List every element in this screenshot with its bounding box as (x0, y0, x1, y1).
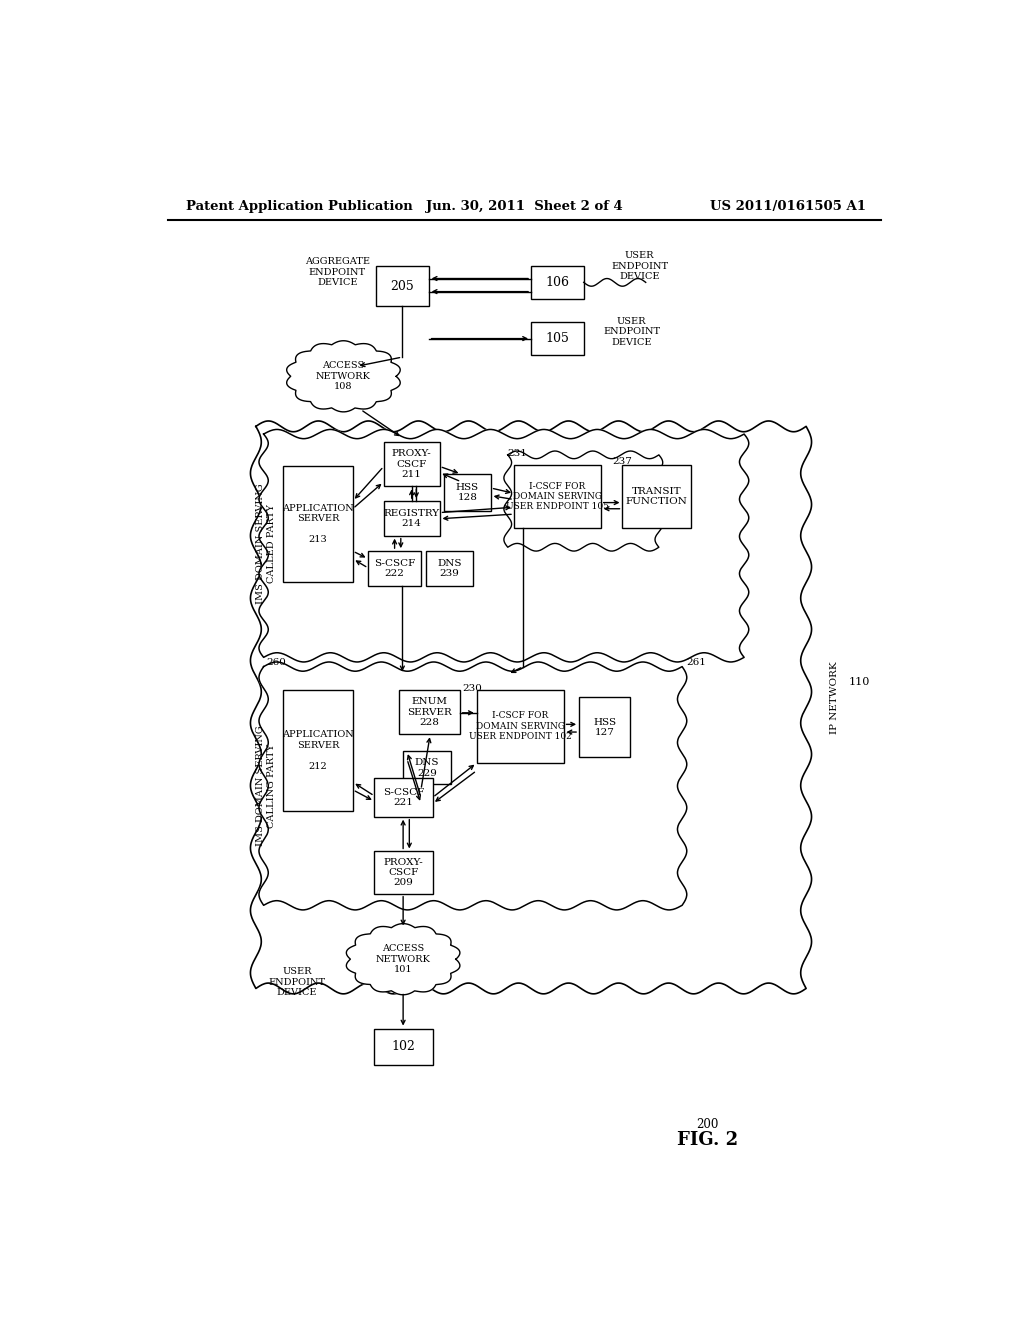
Text: 205: 205 (390, 280, 415, 293)
Text: PROXY-
CSCF
209: PROXY- CSCF 209 (384, 858, 423, 887)
Bar (375, 1028, 432, 1065)
Bar (376, 267, 429, 306)
Text: TRANSIT
FUNCTION: TRANSIT FUNCTION (626, 487, 687, 506)
Text: USER
ENDPOINT
DEVICE: USER ENDPOINT DEVICE (268, 968, 326, 997)
Text: HSS
127: HSS 127 (593, 718, 616, 737)
Bar (283, 466, 352, 582)
Text: 260: 260 (266, 657, 286, 667)
Polygon shape (504, 451, 663, 550)
Text: PROXY-
CSCF
211: PROXY- CSCF 211 (392, 449, 431, 479)
Text: 106: 106 (546, 276, 569, 289)
Bar (514, 465, 601, 528)
Text: DNS
239: DNS 239 (437, 558, 462, 578)
Text: ENUM
SERVER
228: ENUM SERVER 228 (408, 697, 452, 727)
Bar (283, 689, 352, 812)
Text: APPLICATION
SERVER

212: APPLICATION SERVER 212 (282, 730, 353, 771)
Polygon shape (259, 663, 687, 909)
Text: USER
ENDPOINT
DEVICE: USER ENDPOINT DEVICE (611, 251, 668, 281)
Text: 261: 261 (686, 657, 706, 667)
Text: 110: 110 (849, 677, 870, 686)
Bar (623, 465, 690, 528)
Text: 231: 231 (508, 449, 527, 458)
Bar (384, 442, 439, 486)
Text: 105: 105 (546, 333, 569, 345)
Text: I-CSCF FOR
DOMAIN SERVING
USER ENDPOINT 102: I-CSCF FOR DOMAIN SERVING USER ENDPOINT … (469, 711, 571, 741)
Text: USER
ENDPOINT
DEVICE: USER ENDPOINT DEVICE (603, 317, 660, 347)
Bar (477, 689, 563, 763)
Text: HSS
128: HSS 128 (456, 483, 479, 503)
Text: S-CSCF
221: S-CSCF 221 (383, 788, 424, 808)
Polygon shape (346, 924, 460, 995)
Text: 237: 237 (612, 457, 632, 466)
Text: US 2011/0161505 A1: US 2011/0161505 A1 (710, 199, 866, 213)
Bar (399, 689, 460, 734)
Text: I-CSCF FOR
DOMAIN SERVING
USER ENDPOINT 105: I-CSCF FOR DOMAIN SERVING USER ENDPOINT … (506, 482, 609, 511)
Text: ACCESS
NETWORK
108: ACCESS NETWORK 108 (316, 362, 371, 391)
Text: APPLICATION
SERVER

213: APPLICATION SERVER 213 (282, 504, 353, 544)
Bar (531, 267, 584, 298)
Bar (426, 552, 473, 586)
Text: IMS DOMAIN SERVING
CALLING PARTY: IMS DOMAIN SERVING CALLING PARTY (256, 726, 275, 846)
Bar (403, 751, 452, 784)
Bar (444, 474, 490, 511)
Text: ACCESS
NETWORK
101: ACCESS NETWORK 101 (376, 944, 430, 974)
Text: DNS
229: DNS 229 (415, 758, 439, 777)
Text: IMS DOMAIN SERVING
CALLED PARTY: IMS DOMAIN SERVING CALLED PARTY (256, 483, 275, 603)
Bar (369, 552, 421, 586)
Text: 230: 230 (463, 684, 482, 693)
Bar (531, 322, 584, 355)
Text: REGISTRY
214: REGISTRY 214 (384, 508, 439, 528)
Text: AGGREGATE
ENDPOINT
DEVICE: AGGREGATE ENDPOINT DEVICE (305, 257, 370, 288)
Text: FIG. 2: FIG. 2 (677, 1131, 738, 1150)
Polygon shape (259, 429, 749, 661)
Polygon shape (287, 341, 400, 412)
Text: 102: 102 (391, 1040, 416, 1053)
Bar (375, 851, 432, 894)
Polygon shape (251, 421, 812, 994)
Bar (375, 779, 432, 817)
Bar (579, 697, 630, 758)
Text: S-CSCF
222: S-CSCF 222 (374, 558, 415, 578)
Bar (384, 502, 439, 536)
Text: 200: 200 (696, 1118, 719, 1131)
Text: IP NETWORK: IP NETWORK (830, 661, 840, 734)
Text: Patent Application Publication: Patent Application Publication (186, 199, 413, 213)
Text: Jun. 30, 2011  Sheet 2 of 4: Jun. 30, 2011 Sheet 2 of 4 (426, 199, 624, 213)
